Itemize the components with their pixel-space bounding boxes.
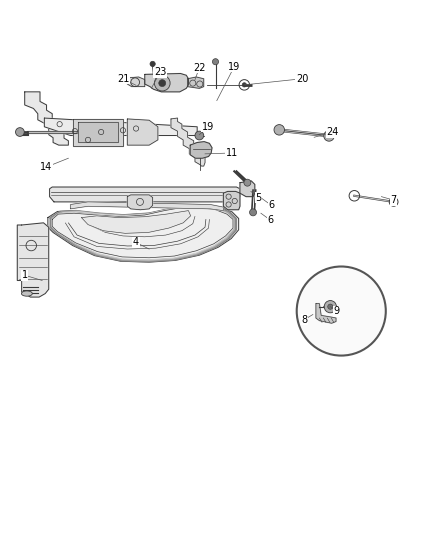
Polygon shape xyxy=(48,205,239,262)
Polygon shape xyxy=(78,122,118,142)
Text: 8: 8 xyxy=(301,315,307,325)
Polygon shape xyxy=(17,223,49,297)
Text: 14: 14 xyxy=(40,162,53,172)
Circle shape xyxy=(328,304,333,309)
Polygon shape xyxy=(25,92,68,145)
Circle shape xyxy=(324,131,334,141)
Circle shape xyxy=(250,209,257,216)
Text: 5: 5 xyxy=(255,192,261,203)
Circle shape xyxy=(159,79,166,87)
Circle shape xyxy=(212,59,219,65)
Polygon shape xyxy=(171,118,205,166)
Text: 11: 11 xyxy=(226,148,238,158)
Polygon shape xyxy=(145,74,188,92)
Polygon shape xyxy=(127,195,152,210)
Polygon shape xyxy=(27,131,88,133)
Text: 24: 24 xyxy=(326,127,339,137)
Text: 4: 4 xyxy=(133,238,139,247)
Circle shape xyxy=(150,61,155,67)
Circle shape xyxy=(244,179,251,186)
Circle shape xyxy=(274,125,285,135)
Polygon shape xyxy=(127,119,158,145)
Text: 6: 6 xyxy=(268,215,274,225)
Polygon shape xyxy=(190,142,212,158)
Text: 7: 7 xyxy=(391,195,397,205)
Polygon shape xyxy=(316,304,336,323)
Ellipse shape xyxy=(21,291,32,296)
Circle shape xyxy=(297,266,386,356)
Circle shape xyxy=(195,131,204,140)
Polygon shape xyxy=(223,191,240,210)
Text: 20: 20 xyxy=(296,74,308,84)
Polygon shape xyxy=(127,77,145,87)
Circle shape xyxy=(15,128,24,136)
Text: 23: 23 xyxy=(154,67,166,77)
Polygon shape xyxy=(240,181,255,197)
Polygon shape xyxy=(81,211,191,233)
Polygon shape xyxy=(44,118,197,135)
Text: 19: 19 xyxy=(202,122,214,132)
Polygon shape xyxy=(71,202,223,211)
Text: 1: 1 xyxy=(21,270,28,280)
Polygon shape xyxy=(52,207,233,258)
Polygon shape xyxy=(49,187,240,202)
Text: 21: 21 xyxy=(117,74,129,84)
Circle shape xyxy=(154,75,170,91)
Circle shape xyxy=(324,301,336,313)
Circle shape xyxy=(242,83,247,87)
Polygon shape xyxy=(73,119,123,147)
Polygon shape xyxy=(187,77,204,88)
Text: 9: 9 xyxy=(334,306,340,316)
Text: 6: 6 xyxy=(268,200,275,211)
Text: 22: 22 xyxy=(193,63,205,73)
Text: 19: 19 xyxy=(228,61,240,71)
